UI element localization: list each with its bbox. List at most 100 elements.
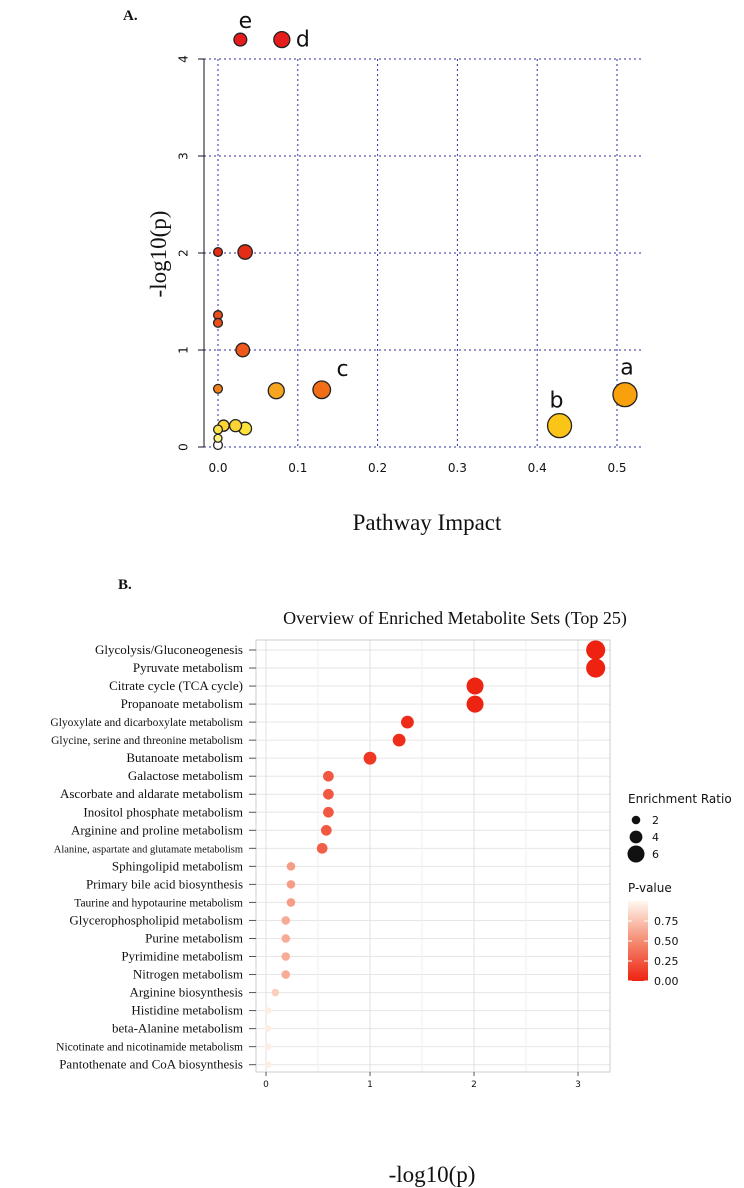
panel-b-x-tick-label: 3 <box>575 1080 581 1090</box>
panel-b-point <box>323 770 334 782</box>
legend-pvalue-tick-label: 0.50 <box>654 935 679 948</box>
panel-b-category-label: Glycolysis/Gluconeogenesis <box>95 642 243 657</box>
panel-a-y-tick-label: 0 <box>177 443 191 451</box>
panel-b-x-axis-label: -log10(p) <box>389 1162 476 1187</box>
legend-pvalue-tick-label: 0.75 <box>654 915 679 928</box>
panel-b-plot-area <box>256 640 610 1072</box>
panel-b-category-label: Glycerophospholipid metabolism <box>69 912 243 927</box>
panel-b-point <box>392 733 406 747</box>
panel-b-category-label: Citrate cycle (TCA cycle) <box>109 678 243 693</box>
panel-a-x-tick-label: 0.3 <box>448 461 467 475</box>
panel-b-grid <box>256 640 610 1072</box>
panel-b-category-label: Primary bile acid biosynthesis <box>86 876 243 891</box>
panel-a-point <box>213 433 223 443</box>
panel-a-point <box>612 381 638 408</box>
panel-a-point <box>212 246 224 258</box>
panel-a-point-label: c <box>336 357 348 382</box>
panel-b-category-label: Inositol phosphate metabolism <box>83 804 243 819</box>
legend-pvalue-ticks: 0.75 0.50 0.25 0.00 <box>628 915 679 988</box>
legend-enrichment-dot <box>627 845 645 863</box>
legend-enrichment-label: 6 <box>652 848 659 861</box>
panel-b-point <box>281 916 291 925</box>
panel-a-point <box>235 342 251 358</box>
panel-a-y-axis-label: -log10(p) <box>146 211 171 298</box>
panel-b-point <box>401 715 414 729</box>
panel-a-y-ticks: 0 1 2 3 4 <box>177 55 204 451</box>
panel-a-x-tick-label: 0.4 <box>528 461 547 475</box>
panel-b-category-label: Pyrimidine metabolism <box>121 949 243 964</box>
panel-b-category-label: Galactose metabolism <box>128 768 243 783</box>
panel-b-category-label: Ascorbate and aldarate metabolism <box>60 786 243 801</box>
panel-a-point <box>233 32 248 47</box>
panel-b-x-tick-label: 1 <box>367 1080 373 1090</box>
legend-pvalue-title: P-value <box>628 881 672 895</box>
panel-a-point <box>237 244 253 260</box>
panel-a-x-tick-label: 0.5 <box>607 461 626 475</box>
panel-a-point-label: a <box>620 356 633 381</box>
panel-b-category-label: Purine metabolism <box>145 930 243 945</box>
panel-b-category-labels: Glycolysis/Gluconeogenesis Pyruvate metab… <box>50 642 256 1072</box>
panel-a-y-tick-label: 1 <box>177 346 191 354</box>
panel-a-point <box>212 317 224 328</box>
panel-b-category-label: Nicotinate and nicotinamide metabolism <box>56 1042 243 1054</box>
panel-b-category-label: Arginine and proline metabolism <box>71 822 243 837</box>
panel-b-category-label: Alanine, aspartate and glutamate metabol… <box>54 844 243 855</box>
panel-b-point <box>320 824 332 836</box>
panel-a-point <box>267 382 285 400</box>
panel-b-category-label: Glycine, serine and threonine metabolism <box>51 735 243 747</box>
legend-pvalue-tick-label: 0.00 <box>654 975 679 988</box>
panel-a-chart: A. 0 1 2 3 4 0.0 0.1 0.2 0.3 0.4 0.5 a b c d e Pathwa… <box>123 8 641 535</box>
panel-b-category-label: Sphingolipid metabolism <box>112 858 243 873</box>
panel-a-x-axis-label: Pathway Impact <box>353 510 502 535</box>
panel-a-point-label: e <box>239 9 253 34</box>
panel-b-point <box>363 751 377 765</box>
panel-b-category-label: Pantothenate and CoA biosynthesis <box>59 1057 243 1072</box>
panel-b-point <box>264 1043 272 1050</box>
legend-enrichment-label: 4 <box>652 831 659 844</box>
panel-b-point <box>316 842 328 854</box>
legend-pvalue-colorbar <box>628 901 648 981</box>
panel-a-point <box>228 419 243 433</box>
panel-b-category-label: Histidine metabolism <box>131 1003 243 1018</box>
panel-b-point <box>323 806 334 818</box>
panel-b-point <box>286 898 296 907</box>
panel-b-x-tick-label: 0 <box>263 1080 269 1090</box>
panel-a-y-tick-label: 3 <box>177 152 191 160</box>
panel-b-point <box>286 862 296 871</box>
panel-b-title: Overview of Enriched Metabolite Sets (To… <box>283 608 627 629</box>
legend-enrichment-title: Enrichment Ratio <box>628 792 732 806</box>
panel-b-point <box>264 1025 272 1032</box>
legend-enrichment-items: 2 4 6 <box>627 814 659 863</box>
panel-b-point <box>286 880 296 889</box>
panel-a-y-tick-label: 4 <box>177 55 191 63</box>
panel-a-point <box>212 383 224 394</box>
panel-b-category-label: Nitrogen metabolism <box>133 967 243 982</box>
panel-b-point <box>281 952 291 961</box>
panel-b-point <box>281 970 291 979</box>
panel-a-x-tick-label: 0.2 <box>368 461 387 475</box>
panel-a-y-tick-label: 2 <box>177 249 191 257</box>
panel-b-point <box>466 677 484 695</box>
panel-b-category-label: Pyruvate metabolism <box>133 660 243 675</box>
panel-a-x-ticks: 0.0 0.1 0.2 0.3 0.4 0.5 <box>208 461 626 475</box>
legend-enrichment-dot <box>631 815 641 825</box>
panel-a-x-tick-label: 0.1 <box>288 461 307 475</box>
panel-b-category-label: Butanoate metabolism <box>126 750 243 765</box>
panel-b-points <box>264 640 606 1068</box>
panel-a-x-tick-label: 0.0 <box>208 461 227 475</box>
panel-a-point <box>273 30 291 49</box>
panel-b-legend: Enrichment Ratio 2 4 6 P-value 0.75 0.50 0.2… <box>627 792 732 988</box>
panel-b-label: B. <box>118 577 132 593</box>
legend-enrichment-dot <box>629 830 643 844</box>
panel-b-x-tick-label: 2 <box>471 1080 477 1090</box>
panel-b-point <box>264 1061 272 1068</box>
panel-b-category-label: Taurine and hypotaurine metabolism <box>74 897 243 909</box>
panel-b-category-label: Glyoxylate and dicarboxylate metabolism <box>50 717 243 729</box>
panel-a-point-label: b <box>550 389 564 414</box>
legend-pvalue-tick-label: 0.25 <box>654 955 679 968</box>
panel-b-point <box>586 640 606 660</box>
panel-a-point <box>312 380 332 400</box>
panel-b-chart: B. Overview of Enriched Metabolite Sets … <box>50 577 731 1187</box>
panel-a-point <box>212 424 224 435</box>
